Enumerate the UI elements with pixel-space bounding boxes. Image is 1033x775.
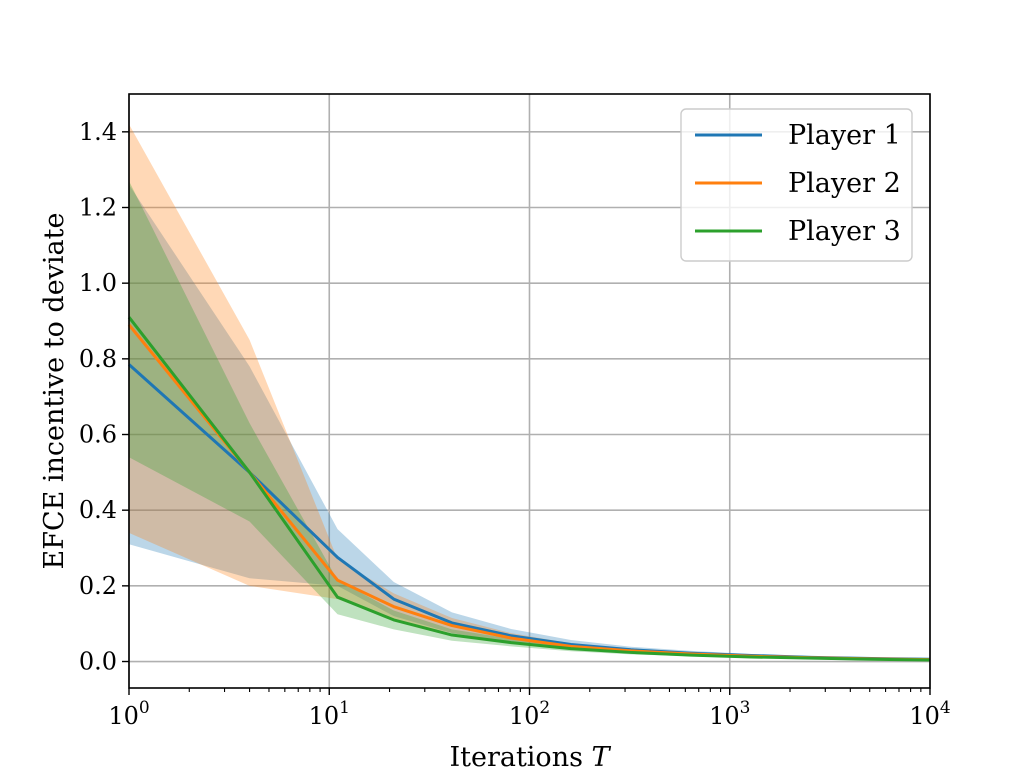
confidence-band xyxy=(129,184,930,661)
x-tick-label: 104 xyxy=(909,698,950,730)
confidence-bands xyxy=(129,124,930,661)
y-tick-label: 1.4 xyxy=(79,118,117,146)
x-axis-title-text: Iterations xyxy=(449,742,582,773)
legend-label: Player 1 xyxy=(788,120,901,151)
x-tick-label-exp: 2 xyxy=(539,698,550,718)
y-tick-label: 0.4 xyxy=(79,496,117,524)
x-tick-label: 101 xyxy=(309,698,350,730)
x-tick-label-exp: 3 xyxy=(740,698,751,718)
x-tick-label-exp: 0 xyxy=(139,698,150,718)
y-tick-label: 1.0 xyxy=(79,269,117,297)
x-tick-label-base: 10 xyxy=(309,702,340,730)
x-tick-label-base: 10 xyxy=(509,702,540,730)
x-axis-title: Iterations T xyxy=(449,742,611,773)
series-line xyxy=(127,316,931,662)
x-axis-title-var: T xyxy=(592,742,612,773)
y-tick-label: 0.2 xyxy=(79,572,117,600)
x-tick-label-base: 10 xyxy=(909,702,940,730)
x-tick-label: 103 xyxy=(709,698,750,730)
legend-label: Player 3 xyxy=(788,216,901,247)
x-tick-label-base: 10 xyxy=(709,702,740,730)
x-tick-label: 100 xyxy=(108,698,149,730)
y-tick-label: 0.0 xyxy=(79,648,117,676)
axis-ticks xyxy=(122,131,931,695)
legend: Player 1 Player 2 Player 3 xyxy=(680,108,913,262)
y-tick-label: 0.8 xyxy=(79,345,117,373)
y-axis-title: EFCE incentive to deviate xyxy=(39,213,70,570)
legend-label: Player 2 xyxy=(788,168,901,199)
y-tick-label: 1.2 xyxy=(79,194,117,222)
x-tick-label: 102 xyxy=(509,698,550,730)
x-tick-label-exp: 1 xyxy=(339,698,350,718)
series-lines xyxy=(127,316,931,662)
y-tick-label: 0.6 xyxy=(79,421,117,449)
legend-box xyxy=(680,108,913,262)
x-tick-label-exp: 4 xyxy=(940,698,951,718)
x-tick-label-base: 10 xyxy=(108,702,139,730)
